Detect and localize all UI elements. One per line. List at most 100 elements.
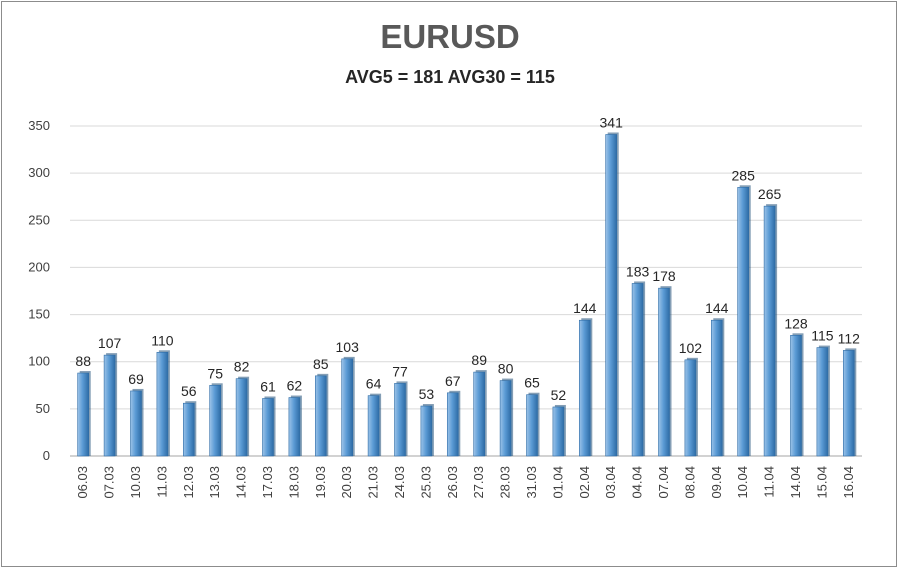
bar	[394, 383, 406, 457]
x-tick-label: 17.03	[260, 466, 275, 499]
chart-title: EURUSD	[380, 18, 520, 55]
bar	[499, 380, 512, 457]
x-tick-label: 16.04	[841, 466, 856, 499]
bar	[763, 205, 776, 457]
data-label: 144	[573, 300, 597, 316]
x-tick-label: 15.04	[814, 466, 829, 499]
bar	[341, 358, 354, 457]
bar	[446, 392, 459, 457]
x-tick-label: 31.03	[524, 466, 539, 499]
x-tick-label: 10.03	[128, 466, 143, 499]
bar	[235, 378, 248, 457]
bar	[790, 335, 802, 457]
bar	[658, 287, 670, 457]
bar	[156, 351, 169, 457]
bar	[842, 350, 855, 457]
bar	[420, 405, 433, 457]
data-label: 88	[75, 353, 91, 369]
data-label: 341	[600, 114, 624, 130]
data-label: 69	[128, 371, 144, 387]
x-tick-label: 01.04	[550, 466, 565, 499]
data-label: 183	[626, 263, 650, 279]
data-label: 265	[758, 186, 782, 202]
x-tick-label: 13.03	[207, 466, 222, 499]
x-tick-label: 10.04	[735, 466, 750, 499]
bar	[103, 354, 116, 457]
data-label: 52	[551, 387, 567, 403]
data-label: 178	[652, 268, 676, 284]
x-tick-label: 07.04	[656, 466, 671, 499]
x-tick-label: 11.03	[154, 466, 169, 498]
data-label: 128	[784, 315, 808, 331]
data-label: 65	[524, 375, 540, 391]
data-label: 80	[498, 361, 514, 377]
bar	[288, 397, 301, 457]
data-label: 56	[181, 383, 197, 399]
bar	[552, 406, 565, 457]
y-tick-label: 300	[28, 165, 50, 180]
x-tick-label: 18.03	[286, 466, 301, 499]
y-tick-label: 100	[28, 354, 50, 369]
bar	[578, 319, 591, 457]
bar	[631, 283, 644, 457]
chart-subtitle: AVG5 = 181 AVG30 = 115	[345, 67, 555, 87]
x-tick-label: 19.03	[313, 466, 328, 499]
x-tick-label: 02.04	[577, 466, 592, 499]
bar	[77, 372, 89, 457]
bar	[737, 186, 750, 457]
bar	[314, 375, 327, 457]
bar	[130, 390, 142, 457]
bar	[526, 394, 538, 457]
bar	[710, 319, 723, 457]
data-label: 115	[811, 328, 834, 344]
data-label: 62	[287, 378, 303, 394]
x-tick-label: 09.04	[709, 466, 724, 499]
x-tick-label: 28.03	[498, 466, 513, 499]
y-tick-label: 250	[28, 212, 50, 227]
data-label: 144	[705, 300, 729, 316]
bar	[684, 359, 697, 457]
data-label: 107	[98, 335, 122, 351]
data-label: 102	[679, 340, 703, 356]
y-tick-label: 0	[43, 448, 50, 463]
bar	[209, 384, 221, 457]
data-label: 85	[313, 356, 329, 372]
data-label: 103	[336, 339, 360, 355]
y-tick-label: 200	[28, 259, 50, 274]
bar	[816, 347, 829, 457]
x-tick-label: 20.03	[339, 466, 354, 499]
x-tick-label: 14.04	[788, 466, 803, 499]
x-tick-label: 26.03	[445, 466, 460, 499]
x-tick-label: 11.04	[762, 466, 777, 498]
x-tick-label: 21.03	[366, 466, 381, 499]
x-tick-label: 08.04	[682, 466, 697, 499]
x-tick-label: 24.03	[392, 466, 407, 499]
x-tick-label: 12.03	[181, 466, 196, 499]
x-tick-label: 14.03	[234, 466, 249, 499]
y-tick-label: 350	[28, 118, 50, 133]
data-label: 110	[151, 332, 174, 348]
data-label: 77	[392, 363, 408, 379]
data-label: 285	[732, 167, 756, 183]
data-label: 112	[838, 330, 861, 346]
data-label: 89	[471, 352, 487, 368]
x-tick-label: 25.03	[418, 466, 433, 499]
data-label: 61	[260, 378, 276, 394]
bar	[605, 134, 618, 457]
x-tick-label: 04.04	[630, 466, 645, 499]
data-label: 53	[419, 386, 435, 402]
bar	[473, 371, 486, 457]
bar	[367, 395, 380, 457]
bar	[183, 402, 195, 457]
x-tick-label: 03.04	[603, 466, 618, 499]
bar	[262, 398, 274, 457]
data-label: 75	[207, 365, 223, 381]
x-tick-label: 07.03	[102, 466, 117, 499]
x-tick-label: 27.03	[471, 466, 486, 499]
data-label: 82	[234, 359, 250, 375]
data-label: 67	[445, 373, 461, 389]
x-tick-label: 06.03	[75, 466, 90, 499]
data-label: 64	[366, 376, 382, 392]
y-tick-label: 50	[36, 401, 50, 416]
